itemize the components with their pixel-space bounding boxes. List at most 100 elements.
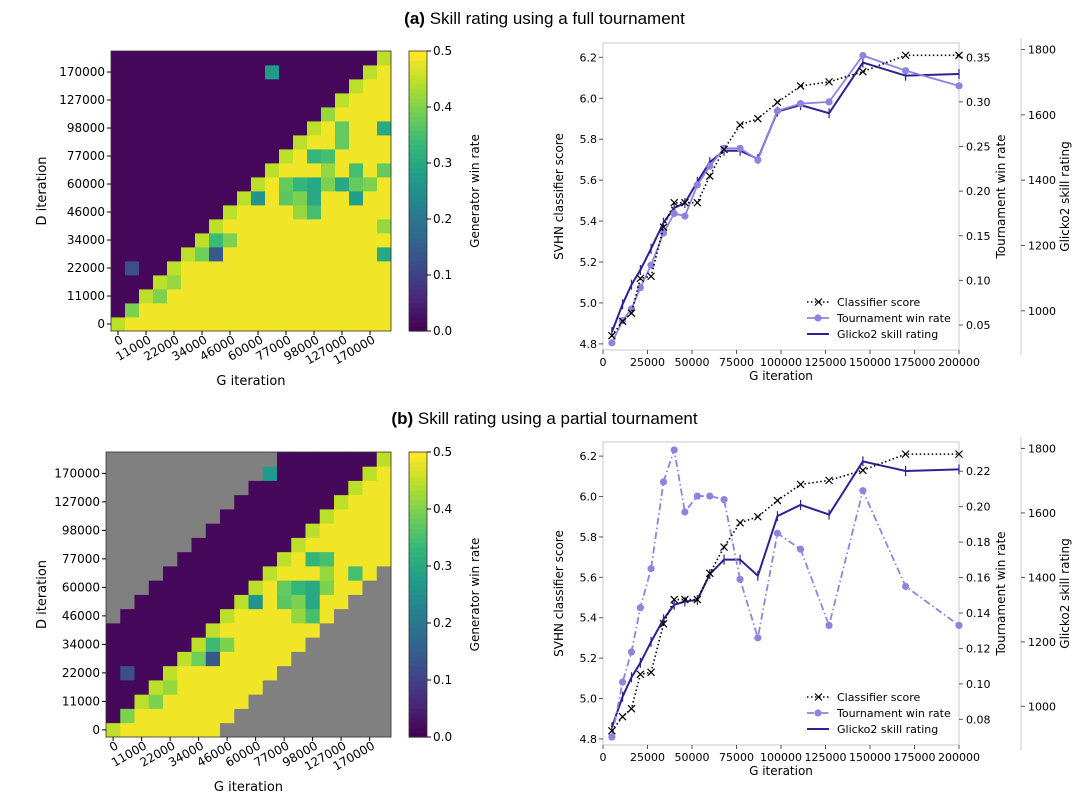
heatmap-cell [181, 177, 196, 192]
heatmap-cell [279, 247, 294, 262]
heatmap-cell [134, 594, 150, 610]
heatmap-cell [125, 149, 140, 164]
heatmap-cell [363, 163, 378, 178]
y-right-tick-label: 0.14 [966, 607, 991, 620]
heatmap-cell [223, 205, 238, 220]
heatmap-cell [305, 580, 321, 595]
heatmap-cell [234, 708, 249, 724]
heatmap-cell [321, 93, 336, 108]
heatmap-cell [195, 191, 210, 206]
heatmap-cell [262, 651, 278, 667]
heatmap-cell [363, 289, 378, 304]
heatmap-cell [349, 65, 364, 80]
heatmap-cell [265, 303, 280, 318]
heatmap-cell [148, 566, 164, 581]
colorbar-segment [409, 97, 427, 103]
classifier-point [670, 198, 679, 207]
winrate-point [736, 144, 744, 152]
heatmap-cell [125, 205, 140, 220]
legend-label-winrate: Tournament win rate [836, 312, 951, 325]
colorbar-segment [409, 265, 427, 271]
y-tick-label: 46000 [67, 205, 105, 219]
heatmap-cell [262, 608, 278, 624]
colorbar-segment [409, 547, 427, 553]
heatmap-cell [277, 480, 292, 496]
heatmap-cell [376, 608, 392, 624]
winrate-point [693, 492, 701, 500]
heatmap-cell [334, 594, 349, 610]
heatmap-cell [237, 233, 252, 248]
heatmap-cell [220, 594, 235, 610]
x-tick-label: 175000 [894, 751, 936, 764]
colorbar-segment [409, 461, 427, 467]
x-tick-label: 125000 [805, 751, 847, 764]
heatmap-cell [305, 509, 321, 524]
classifier-point [647, 668, 655, 677]
heatmap-cell [220, 580, 235, 595]
heatmap-cell [362, 665, 378, 681]
heatmap-cell [279, 219, 294, 234]
colorbar-segment [409, 181, 427, 187]
heatmap-cell [167, 261, 182, 276]
y-left-tick-label: 5.8 [580, 133, 598, 146]
heatmap-cell [291, 608, 306, 624]
heatmap-cell [319, 651, 335, 667]
heatmap-cell [321, 261, 336, 276]
heatmap-cell [335, 177, 350, 192]
heatmap-cell [181, 275, 196, 290]
heatmap-cell [319, 494, 335, 510]
heatmap-cell [277, 637, 292, 652]
y-right-axis-label: Tournament win rate [994, 134, 1008, 259]
heatmap-cell [237, 149, 252, 164]
heatmap-cell [321, 275, 336, 290]
y-tick-label: 98000 [62, 523, 100, 537]
colorbar-segment [409, 485, 427, 491]
x-tick-label: 150000 [849, 356, 891, 369]
heatmap-cell [205, 551, 221, 567]
heatmap-cell [279, 261, 294, 276]
heatmap-cell [167, 177, 182, 192]
heatmap-cell [348, 623, 363, 638]
colorbar-segment [409, 298, 427, 304]
heatmap-cell [106, 651, 121, 667]
heatmap-cell [335, 65, 350, 80]
heatmap-cell [120, 580, 135, 595]
heatmap-cell [248, 466, 264, 481]
heatmap-cell [363, 191, 378, 206]
colorbar-tick-label: 0.2 [433, 616, 452, 630]
winrate-point [636, 604, 644, 612]
heatmap-cell [220, 466, 235, 481]
heatmap-cell [363, 261, 378, 276]
heatmap-cell [153, 93, 168, 108]
heatmap-cell [134, 623, 150, 638]
heatmap-cell [262, 509, 278, 524]
heatmap-cell [106, 708, 121, 724]
classifier-point [796, 82, 805, 90]
heatmap-cell [349, 79, 364, 94]
panel-a-label: (a) [404, 9, 425, 28]
legend-label-winrate: Tournament win rate [836, 707, 951, 720]
heatmap-cell [335, 149, 350, 164]
heatmap-cell [209, 219, 224, 234]
heatmap-cell [348, 537, 363, 553]
heatmap-cell [167, 107, 182, 122]
heatmap-cell [307, 219, 322, 234]
y-left-tick-label: 4.8 [580, 338, 598, 351]
heatmap-cell [191, 722, 207, 738]
heatmap-cell [363, 303, 378, 318]
heatmap-cell [106, 580, 121, 595]
heatmap-cell [348, 509, 363, 524]
classifier-point [607, 331, 616, 340]
heatmap-cell [277, 551, 292, 567]
heatmap-cell [181, 163, 196, 178]
heatmap-cell [319, 466, 335, 481]
heatmap-cell [177, 680, 192, 695]
colorbar-segment [409, 130, 427, 136]
heatmap-cell [195, 65, 210, 80]
heatmap-cell [111, 135, 126, 150]
heatmap-cell [167, 205, 182, 220]
heatmap-cell [377, 317, 392, 332]
heatmap-cell [177, 722, 192, 738]
heatmap-cell [321, 247, 336, 262]
heatmap-cell [234, 580, 249, 595]
